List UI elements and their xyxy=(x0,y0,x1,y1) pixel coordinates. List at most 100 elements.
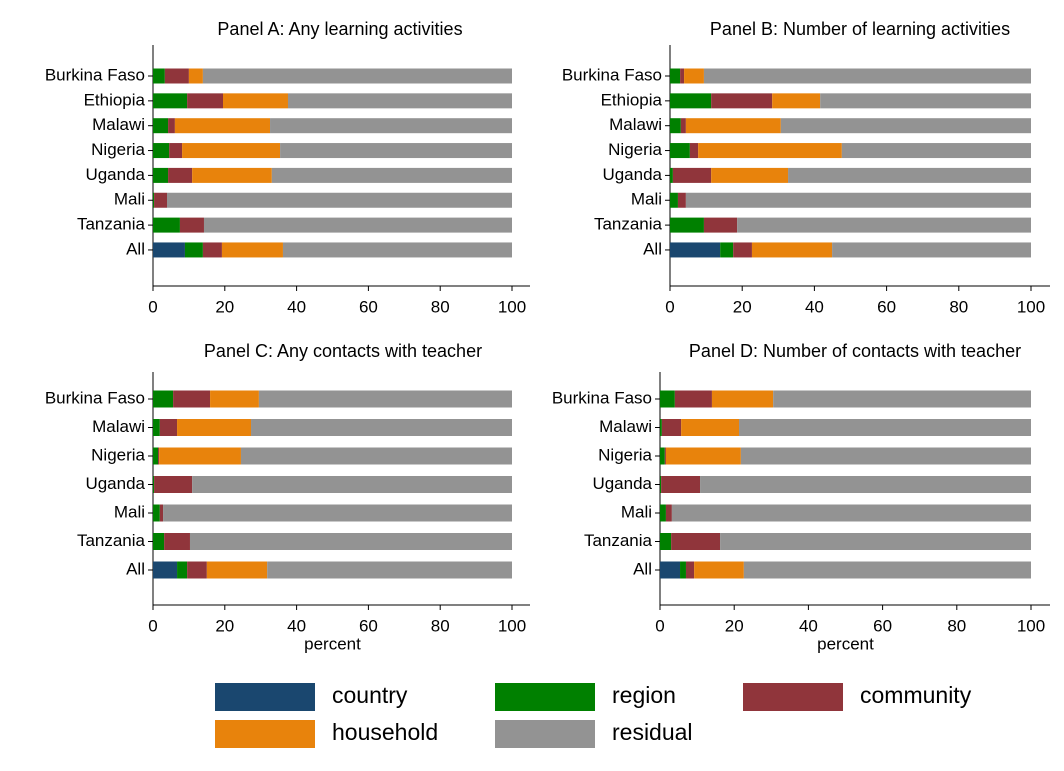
bar-segment xyxy=(698,143,842,159)
x-tick-label: 0 xyxy=(148,297,157,316)
bar-segment xyxy=(210,390,259,408)
category-label: Mali xyxy=(114,502,145,521)
x-axis-label: percent xyxy=(817,634,874,653)
legend-label: household xyxy=(332,719,438,745)
bar-segment xyxy=(720,533,1031,550)
bar-segment xyxy=(153,217,180,233)
bar-segment xyxy=(158,447,160,465)
x-tick-label: 60 xyxy=(359,297,378,316)
category-label: All xyxy=(643,239,662,258)
bar-segment xyxy=(202,68,512,84)
category-label: Tanzania xyxy=(77,531,146,550)
bar-segment xyxy=(670,143,690,159)
bar-segment xyxy=(670,242,721,258)
legend-swatch xyxy=(495,720,595,748)
bar-segment xyxy=(258,390,512,408)
bar-segment xyxy=(681,419,740,436)
bar-segment xyxy=(685,118,781,134)
bar-segment xyxy=(660,504,666,522)
x-tick-label: 100 xyxy=(1017,297,1045,316)
bar-segment xyxy=(287,93,512,109)
bar-segment xyxy=(153,143,170,159)
bar-segment xyxy=(159,504,164,522)
category-label: Nigeria xyxy=(608,140,662,159)
bar-segment xyxy=(680,561,686,579)
x-tick-label: 0 xyxy=(665,297,674,316)
bar-segment xyxy=(159,447,241,465)
x-tick-label: 40 xyxy=(287,616,306,635)
bar-segment xyxy=(177,561,188,579)
bar-segment xyxy=(187,561,207,579)
bar-segment xyxy=(739,419,1031,436)
bar-segment xyxy=(187,93,224,109)
bar-segment xyxy=(188,68,203,84)
bar-segment xyxy=(660,533,672,550)
x-tick-label: 0 xyxy=(655,616,664,635)
bar-segment xyxy=(684,68,704,84)
category-label: Uganda xyxy=(602,165,662,184)
bar-segment xyxy=(282,242,512,258)
bar-segment xyxy=(665,447,741,465)
category-label: Malawi xyxy=(599,417,652,436)
x-tick-label: 0 xyxy=(148,616,157,635)
bar-segment xyxy=(153,447,159,465)
bar-segment xyxy=(832,242,1031,258)
category-label: Burkina Faso xyxy=(45,388,145,407)
bar-segment xyxy=(670,118,681,134)
bar-segment xyxy=(677,192,686,208)
bar-segment xyxy=(689,143,699,159)
bar-segment xyxy=(685,561,695,579)
panel-title: Panel C: Any contacts with teacher xyxy=(204,341,482,361)
x-tick-label: 20 xyxy=(215,297,234,316)
bar-segment xyxy=(670,192,678,208)
x-tick-label: 60 xyxy=(873,616,892,635)
category-label: Ethiopia xyxy=(601,90,663,109)
bar-segment xyxy=(661,419,682,436)
x-tick-label: 20 xyxy=(733,297,752,316)
legend-swatch xyxy=(495,683,595,711)
category-label: Uganda xyxy=(85,165,145,184)
panel-title: Panel B: Number of learning activities xyxy=(710,19,1010,39)
bar-segment xyxy=(711,167,789,183)
bar-segment xyxy=(670,167,673,183)
x-tick-label: 60 xyxy=(359,616,378,635)
category-label: Nigeria xyxy=(598,445,652,464)
category-label: Burkina Faso xyxy=(562,65,662,84)
bar-segment xyxy=(153,390,174,408)
bar-segment xyxy=(153,167,169,183)
bar-segment xyxy=(703,217,738,233)
bar-segment xyxy=(680,118,686,134)
x-tick-label: 20 xyxy=(725,616,744,635)
category-label: Uganda xyxy=(85,474,145,493)
category-label: Ethiopia xyxy=(84,90,146,109)
x-tick-label: 40 xyxy=(799,616,818,635)
bar-segment xyxy=(164,68,189,84)
category-label: Tanzania xyxy=(594,215,663,234)
bar-segment xyxy=(267,561,512,579)
bar-segment xyxy=(270,118,512,134)
category-label: Malawi xyxy=(92,417,145,436)
bar-segment xyxy=(153,419,160,436)
bar-segment xyxy=(700,476,1031,493)
bar-segment xyxy=(206,561,268,579)
bar-segment xyxy=(189,533,513,550)
bar-segment xyxy=(820,93,1031,109)
bar-segment xyxy=(153,504,160,522)
category-label: Mali xyxy=(631,190,662,209)
bar-segment xyxy=(153,242,185,258)
bar-segment xyxy=(680,68,685,84)
x-tick-label: 100 xyxy=(498,616,526,635)
bar-segment xyxy=(153,68,165,84)
category-label: All xyxy=(126,559,145,578)
bar-segment xyxy=(168,118,175,134)
category-label: Malawi xyxy=(609,115,662,134)
category-label: Mali xyxy=(114,190,145,209)
category-label: Burkina Faso xyxy=(45,65,145,84)
panel-title: Panel A: Any learning activities xyxy=(217,19,462,39)
bar-segment xyxy=(670,93,712,109)
legend-label: residual xyxy=(612,719,693,745)
x-axis-label: percent xyxy=(304,634,361,653)
bar-segment xyxy=(153,93,188,109)
bar-segment xyxy=(169,143,183,159)
